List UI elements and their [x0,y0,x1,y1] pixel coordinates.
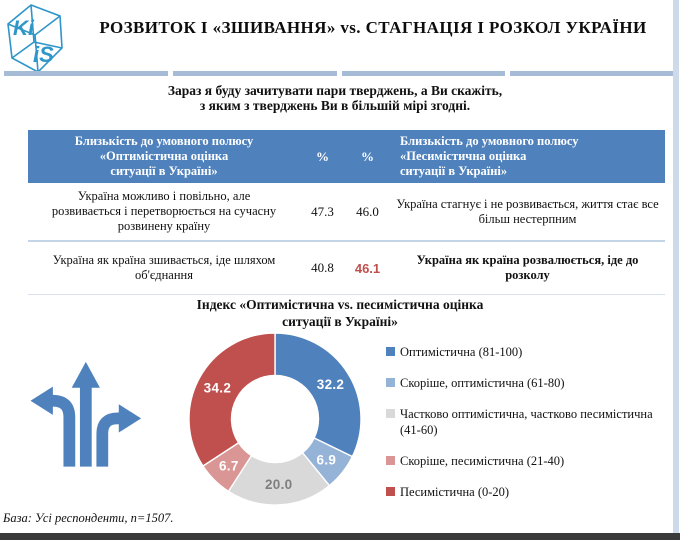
donut-slice [188,332,276,467]
donut-slice-label: 6.7 [219,458,239,473]
chart-title: Індекс «Оптимістична vs. песимістична оц… [196,297,484,329]
table-header-row: Близькість до умовного полюсу «Оптимісти… [28,130,665,183]
intro-text: Зараз я буду зачитувати пари тверджень, … [0,83,670,113]
logo-text-side: iS [33,42,54,67]
legend-item: Частково оптимістична, частково песиміст… [386,406,658,438]
statement-optimistic: Україна можливо і повільно, але розвиває… [51,189,277,233]
logo-text-top: Ki [13,17,35,40]
legend-item: Скоріше, оптимістична (61-80) [386,375,658,391]
divider-segment [341,71,506,76]
donut-slice-label: 6.9 [317,452,337,467]
intro-line-1: Зараз я буду зачитувати пари тверджень, … [167,83,503,98]
donut-slice-label: 20.0 [265,477,292,492]
pct-value: 40.8 [311,260,334,275]
chart-legend: Оптимістична (81-100) Скоріше, оптимістич… [386,344,658,500]
header-optimistic-pole: Близькість до умовного полюсу «Оптимісти… [74,134,254,178]
legend-item: Оптимістична (81-100) [386,344,658,360]
statement-optimistic: Україна як країна зшивається, іде шляхом… [52,253,276,282]
statement-pessimistic-highlighted: Україна як країна розвалюється, іде до р… [416,253,639,282]
divider-segment [4,71,168,76]
donut-chart: 32.2 6.9 20.0 6.7 34.2 [188,332,362,506]
base-note: База: Усі респонденти, n=1507. [3,511,174,525]
donut-slice-label: 32.2 [317,377,344,392]
legend-label: Песимістична (0-20) [400,485,510,499]
donut-slice [274,332,362,458]
legend-swatch [386,456,395,465]
page-title: РОЗВИТОК І «ЗШИВАННЯ» vs. СТАГНАЦІЯ І РО… [99,18,647,37]
legend-swatch [386,487,395,496]
legend-label: Скоріше, песимістична (21-40) [400,454,565,468]
divider-segment [510,71,674,76]
donut-slice-label: 34.2 [204,381,231,396]
legend-label: Скоріше, оптимістична (61-80) [400,376,565,390]
legend-swatch [386,409,395,418]
legend-label: Оптимістична (81-100) [400,345,523,359]
header-pessimistic-pole: Близькість до умовного полюсу «Песимісти… [400,134,579,178]
statement-pessimistic: Україна стагнує і не розвивається, життя… [396,196,659,226]
pct-value: 47.3 [311,203,334,219]
header-pct-right: % [361,148,374,164]
three-way-arrows-icon [30,361,142,467]
comparison-table: Близькість до умовного полюсу «Оптимісти… [28,130,665,295]
legend-item: Песимістична (0-20) [386,484,658,500]
pct-value: 46.0 [356,203,379,219]
intro-line-2: з яким з тверджень Ви в більшій мірі зго… [199,98,471,113]
header-divider [4,71,674,76]
pct-value-highlighted: 46.1 [354,260,381,276]
side-strip [673,0,679,533]
divider-segment [172,71,337,76]
legend-item: Скоріше, песимістична (21-40) [386,453,658,469]
legend-swatch [386,347,395,356]
table-row: Україна можливо і повільно, але розвиває… [28,183,665,242]
kiis-logo: Ki iS [7,4,63,73]
bottom-bar [0,533,680,540]
legend-swatch [386,378,395,387]
table-row: Україна як країна зшивається, іде шляхом… [28,242,665,295]
header-pct-left: % [316,148,329,164]
legend-label: Частково оптимістична, частково песиміст… [400,407,653,437]
